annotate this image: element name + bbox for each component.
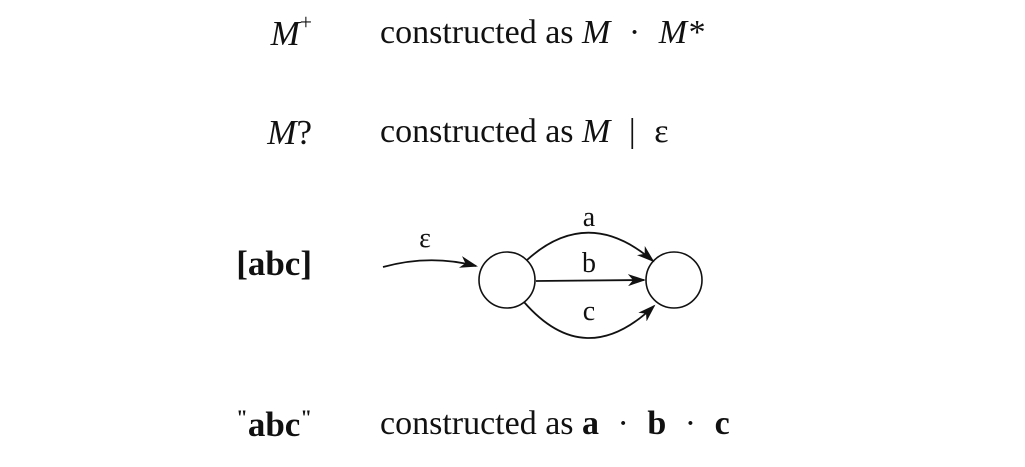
edge-c	[523, 301, 656, 339]
constructed-as-text: constructed as	[380, 113, 574, 150]
accept-state	[645, 251, 703, 309]
rule-row-optional: M? constructed as M | ε	[0, 115, 1025, 175]
rhs-symbol-mstar: M*	[658, 14, 705, 51]
rule-row-plus: M+ constructed as M · M*	[0, 12, 1025, 76]
rule-lhs-character-class: [abc]	[236, 244, 312, 283]
close-quote: "	[300, 405, 312, 430]
edge-b	[535, 274, 646, 287]
rule-lhs-optional: M?	[267, 115, 312, 150]
nfa-diagram: ε a b c	[382, 202, 703, 339]
rule-rhs-string: constructed as a · b · c	[380, 407, 730, 441]
epsilon-symbol: ε	[654, 113, 669, 150]
lhs-symbol: M	[270, 14, 300, 53]
concat-operator: ·	[628, 14, 641, 51]
rule-row-character-class: [abc]	[0, 246, 1025, 306]
edge-c-label: c	[583, 296, 595, 327]
rule-lhs-plus: M+	[270, 12, 312, 53]
rule-rhs-optional: constructed as M | ε	[380, 115, 668, 149]
plus-superscript: +	[299, 10, 312, 35]
question-suffix: ?	[296, 113, 312, 152]
rule-row-string: "abc" constructed as a · b · c	[0, 407, 1025, 467]
rule-lhs-string: "abc"	[236, 407, 312, 442]
rhs-char-a: a	[582, 405, 600, 442]
constructed-as-text: constructed as	[380, 405, 574, 442]
lhs-symbol: M	[267, 113, 297, 152]
concat-operator-1: ·	[617, 405, 629, 442]
concat-operator-2: ·	[684, 405, 697, 442]
edge-b-label: b	[582, 248, 596, 279]
edge-a	[526, 231, 655, 263]
entry-edge	[382, 256, 478, 268]
open-quote: "	[236, 405, 248, 430]
edge-a-label: a	[583, 202, 596, 233]
string-literal: abc	[247, 405, 301, 444]
alternation-operator: |	[628, 113, 636, 150]
entry-edge-label: ε	[419, 223, 431, 254]
rhs-symbol-m: M	[582, 113, 611, 150]
rule-rhs-plus: constructed as M · M*	[380, 16, 704, 50]
rhs-char-c: c	[714, 405, 730, 442]
start-state	[478, 251, 536, 309]
constructed-as-text: constructed as	[380, 14, 574, 51]
rhs-char-b: b	[647, 405, 667, 442]
rhs-symbol-m: M	[582, 14, 611, 51]
